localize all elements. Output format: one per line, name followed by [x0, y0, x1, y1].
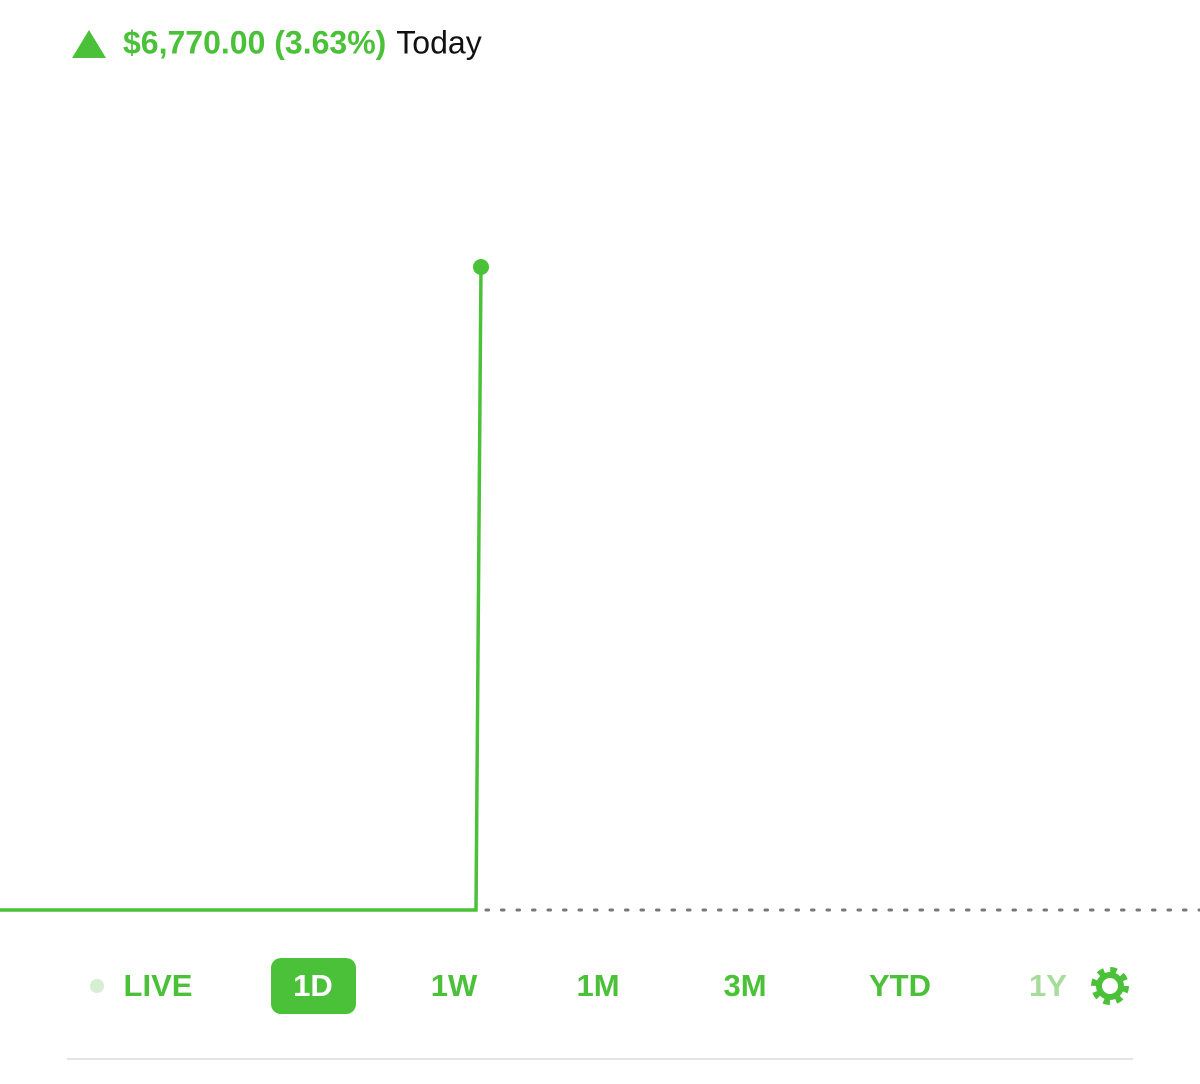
range-tab[interactable]: YTD [869, 968, 931, 1003]
range-tab[interactable]: 1Y [1029, 968, 1067, 1003]
range-tab[interactable]: 1W [431, 968, 478, 1003]
period-label: Today [396, 24, 481, 60]
range-tab[interactable]: LIVE [124, 968, 193, 1003]
settings-gear[interactable] [1091, 967, 1129, 1005]
range-tab[interactable]: 1M [576, 968, 619, 1003]
live-dot [90, 979, 104, 993]
gear-ring [1096, 972, 1124, 1000]
price-line [0, 266, 483, 912]
range-tab[interactable]: 1D [293, 968, 333, 1003]
change-value: $6,770.00 (3.63%) [123, 24, 386, 60]
range-selected-bg [271, 958, 356, 1014]
up-arrow [72, 30, 106, 58]
price-dot [473, 259, 489, 275]
range-tab[interactable]: 3M [723, 968, 766, 1003]
gear-teeth [1091, 967, 1129, 1005]
